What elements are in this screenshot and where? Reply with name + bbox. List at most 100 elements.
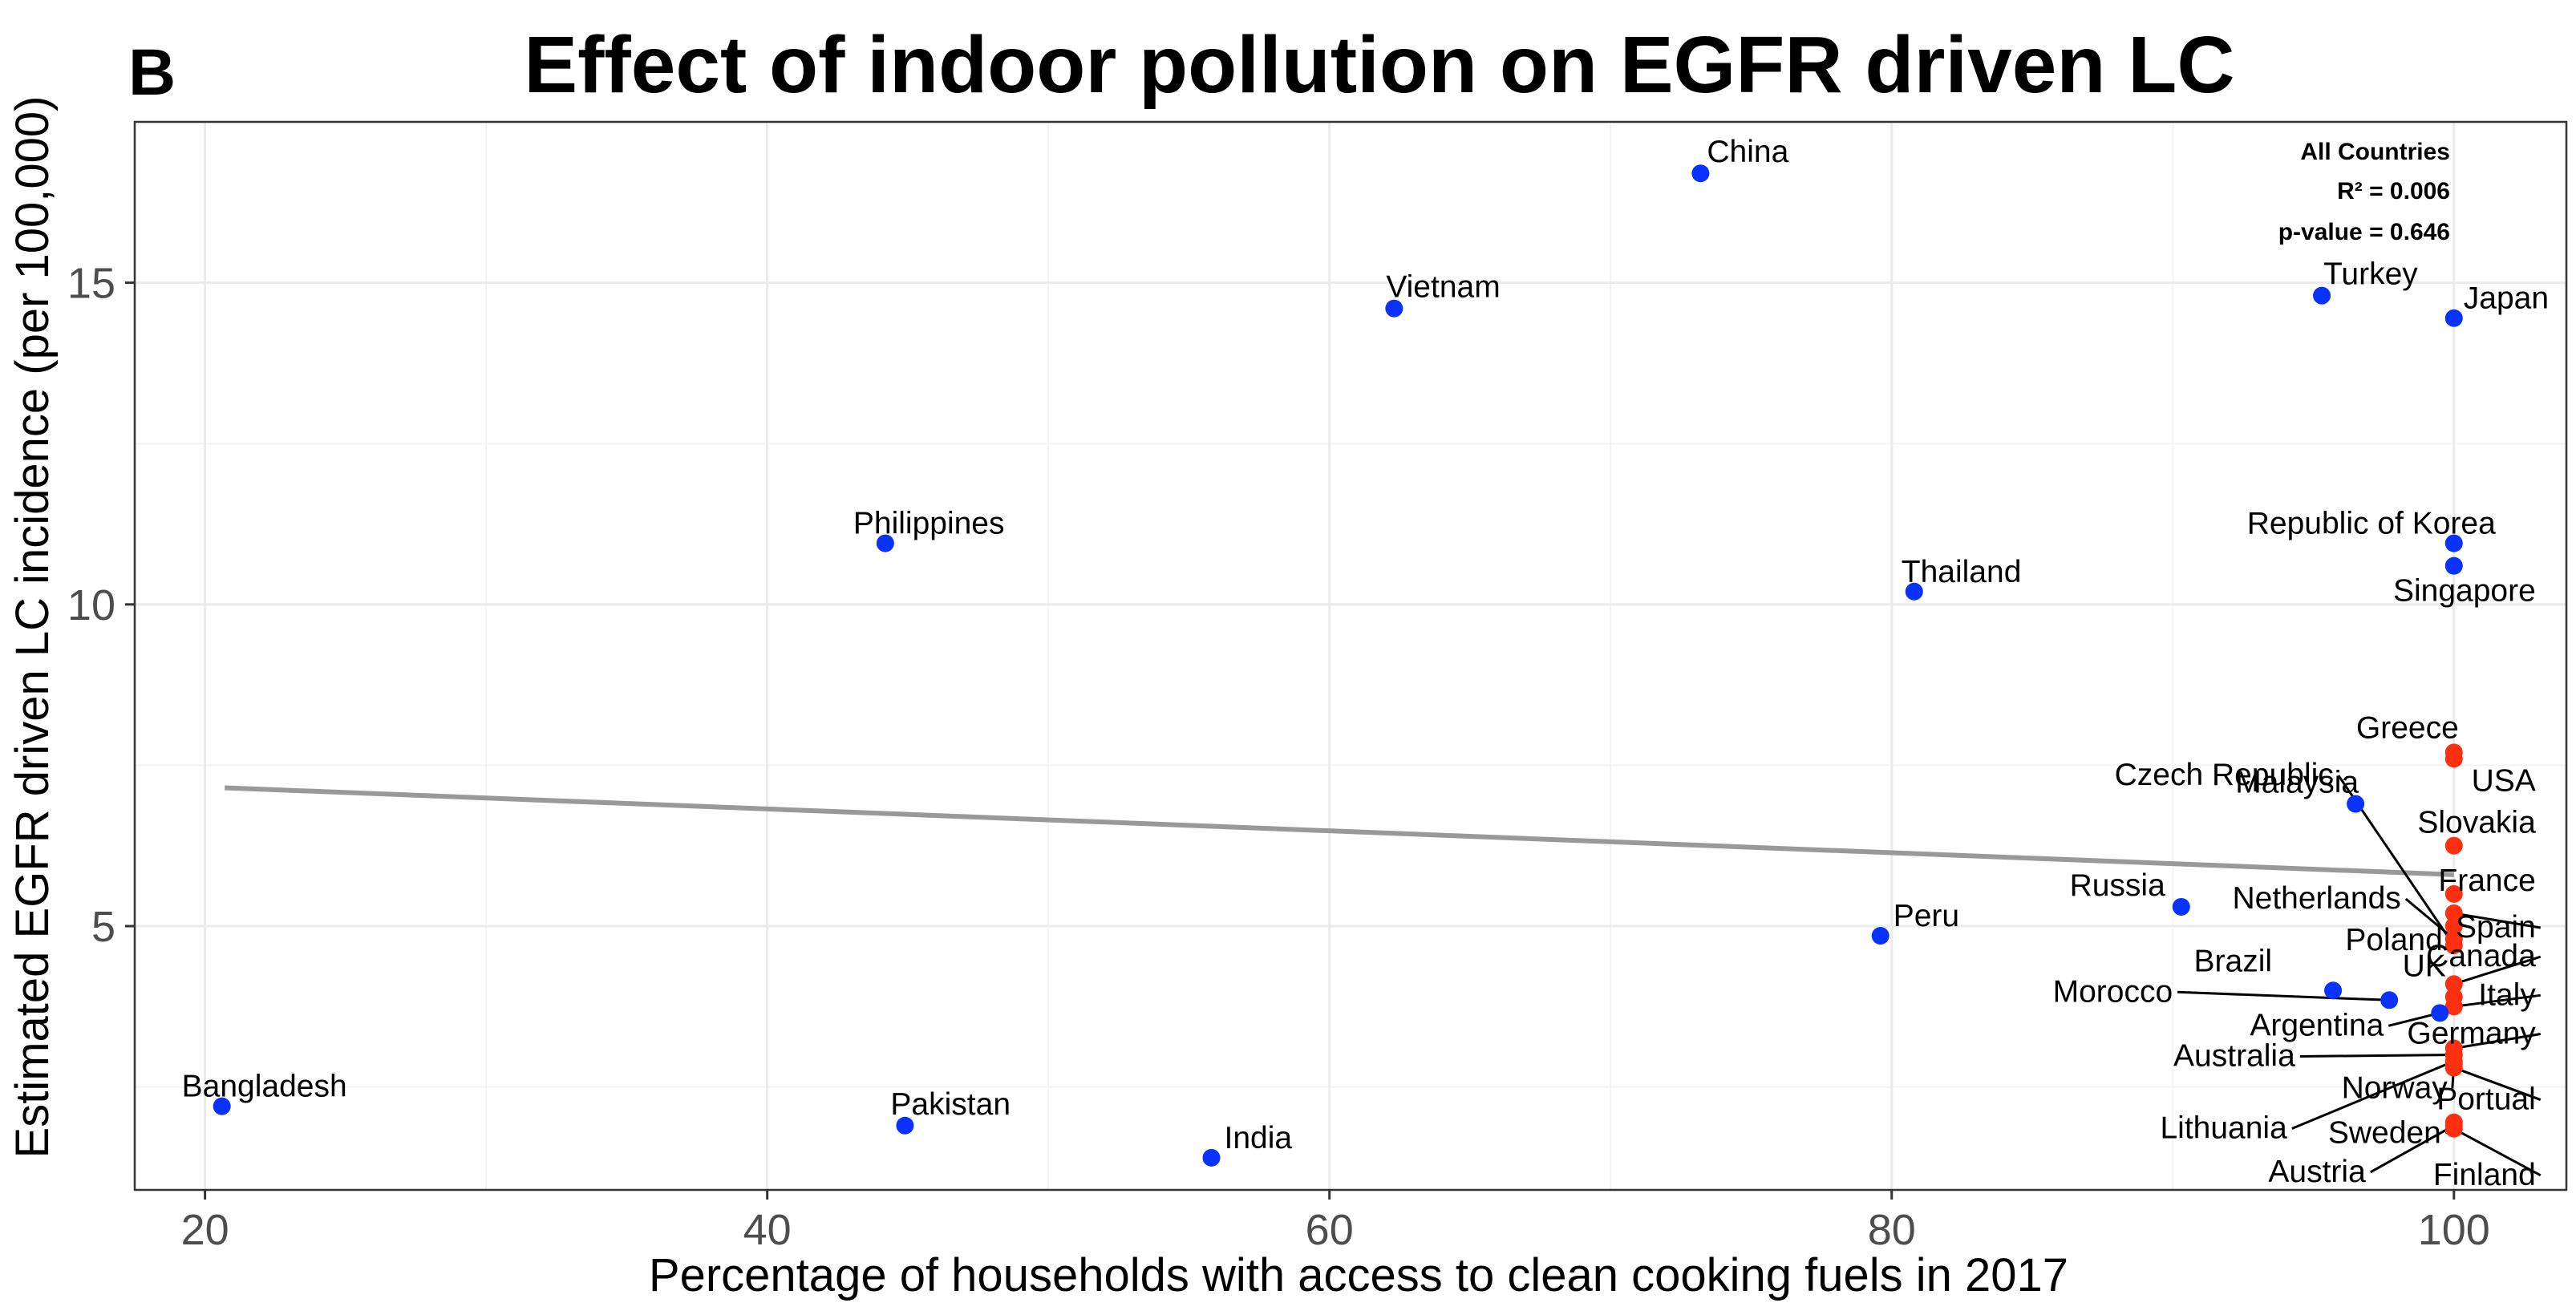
label-uk: UK [2403,949,2446,983]
grid [135,121,2566,1190]
point-poland [2444,917,2463,936]
point-vietnam [1385,299,1403,318]
leader-lithuania [2291,1060,2455,1130]
point-philippines [876,534,894,552]
point-brazil [2324,981,2343,1000]
label-singapore: Singapore [2393,574,2536,609]
label-lithuania: Lithuania [2160,1111,2287,1146]
label-portual: Portual [2436,1082,2536,1117]
plot-frame [133,120,2568,1192]
point-malaysia [2347,795,2365,813]
leader-canada [2453,955,2542,985]
point-singapore [2444,556,2463,575]
leader-germany [2453,1032,2542,1050]
point-pakistan [896,1116,914,1135]
trend-line-layer [225,785,2454,877]
label-bangladesh: Bangladesh [182,1070,347,1104]
point-france [2444,884,2463,903]
x-tick-label: 40 [743,1206,792,1254]
point-finland [2444,1119,2463,1138]
stats-r2: R² = 0.006 [2337,178,2450,204]
leader-italy [2453,993,2541,1008]
label-sweden: Sweden [2328,1116,2441,1151]
point-bangladesh [213,1097,231,1115]
x-tick-label: 20 [181,1206,229,1254]
point-slovakia [2444,836,2463,855]
point-republic-of-korea [2444,534,2463,552]
label-finland: Finland [2433,1158,2536,1192]
label-thailand: Thailand [1902,555,2022,589]
label-peru: Peru [1894,899,1959,933]
leader-spain [2453,912,2542,929]
stats-box: All Countries R² = 0.006 p-value = 0.646 [2278,139,2450,245]
y-axis-title: Estimated EGFR driven LC incidence (per … [6,96,59,1159]
label-malaysia: Malaysia [2235,766,2359,800]
label-usa: USA [2472,763,2536,798]
label-morocco: Morocco [2053,974,2173,1009]
label-netherlands: Netherlands [2232,881,2400,916]
label-france: France [2438,864,2535,898]
label-australia: Australia [2173,1038,2295,1073]
label-poland: Poland [2345,923,2442,957]
leader-finland [2453,1127,2542,1177]
x-tick-label: 80 [1868,1206,1916,1254]
label-germany: Germany [2407,1016,2536,1050]
y-tick-label: 5 [91,903,115,951]
label-spain: Spain [2456,910,2536,945]
x-axis-ticks: 20 40 60 80 100 [181,1190,2490,1254]
point-lithuania [2444,1052,2463,1070]
point-japan [2444,309,2463,327]
leader-morocco [2177,990,2390,1001]
label-slovakia: Slovakia [2417,806,2536,840]
label-china: China [1707,135,1788,169]
y-tick-label: 15 [67,260,115,308]
label-pakistan: Pakistan [890,1087,1011,1122]
x-tick-label: 100 [2418,1206,2490,1254]
x-axis-title: Percentage of households with access to … [649,1249,2068,1301]
leader-portual [2453,1066,2542,1101]
label-turkey: Turkey [2323,257,2418,292]
point-netherlands [2444,930,2463,949]
label-czech-republic: Czech Republic [2115,758,2334,792]
leader-lines [2177,775,2542,1177]
label-brazil: Brazil [2194,944,2273,978]
leader-netherlands [2404,897,2455,941]
x-tick-label: 60 [1306,1206,1354,1254]
leader-austria [2370,1124,2455,1174]
point-canada [2444,975,2463,993]
point-spain [2444,904,2463,922]
point-morocco [2380,991,2399,1010]
point-turkey [2313,286,2331,305]
label-austria: Austria [2268,1155,2366,1189]
label-vietnam: Vietnam [1386,270,1500,305]
leader-australia [2299,1053,2454,1058]
label-canada: Canada [2426,939,2536,973]
stats-p-value: p-value = 0.646 [2278,219,2450,245]
point-russia [2172,897,2190,916]
panel-letter: B [128,36,176,109]
label-philippines: Philippines [853,507,1005,541]
point-labels: China Vietnam Turkey Japan Philippines Republ… [182,135,2549,1192]
chart-title: Effect of indoor pollution on EGFR drive… [524,20,2234,110]
trend-line [225,785,2454,877]
point-argentina [2431,1004,2449,1022]
label-japan: Japan [2464,281,2549,316]
y-tick-label: 10 [67,581,115,629]
label-india: India [1224,1121,1292,1155]
stats-group: All Countries [2300,139,2450,165]
label-republic-of-korea: Republic of Korea [2247,507,2496,541]
y-axis-ticks: 5 10 15 [67,260,135,951]
data-points [213,164,2463,1167]
label-italy: Italy [2478,977,2536,1012]
point-usa [2444,750,2463,768]
point-italy [2444,997,2463,1016]
label-argentina: Argentina [2250,1008,2384,1042]
label-norway: Norway [2342,1071,2448,1106]
label-russia: Russia [2070,868,2166,903]
point-china [1691,164,1710,183]
label-greece: Greece [2356,710,2459,745]
point-thailand [1905,582,1923,601]
point-india [1202,1148,1221,1167]
point-peru [1871,927,1889,945]
